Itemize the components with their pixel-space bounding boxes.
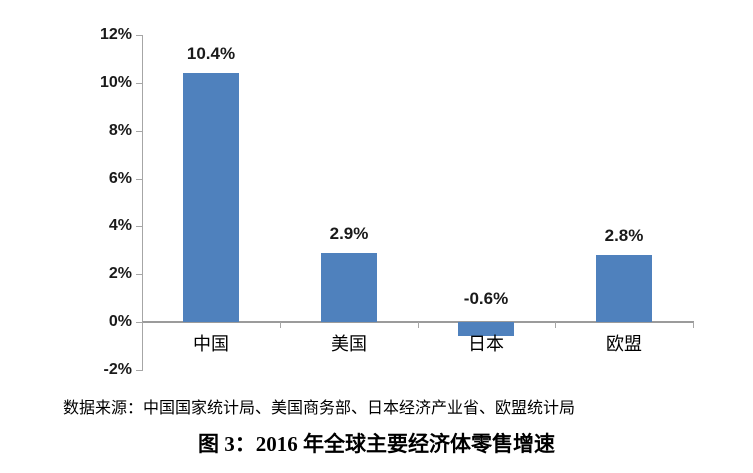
x-axis-tick bbox=[555, 322, 556, 328]
bar-value-label: -0.6% bbox=[463, 289, 509, 308]
y-axis-tick bbox=[136, 131, 142, 132]
x-axis-tick bbox=[280, 322, 281, 328]
y-axis-tick bbox=[136, 322, 142, 323]
x-axis-tick bbox=[693, 322, 694, 328]
y-axis-tick-label: 8% bbox=[108, 122, 132, 139]
bar-欧盟 bbox=[596, 255, 652, 322]
y-axis-tick-label: 10% bbox=[99, 74, 132, 91]
y-axis-tick-label: 2% bbox=[108, 265, 132, 282]
y-axis-tick bbox=[136, 35, 142, 36]
y-axis-tick bbox=[136, 179, 142, 180]
y-axis-tick bbox=[136, 370, 142, 371]
x-axis-tick bbox=[142, 322, 143, 328]
y-axis-tick-label: 6% bbox=[108, 170, 132, 187]
bar-value-label: 2.9% bbox=[329, 224, 369, 243]
data-source-note: 数据来源：中国国家统计局、美国商务部、日本经济产业省、欧盟统计局 bbox=[63, 400, 576, 417]
y-axis-tick bbox=[136, 274, 142, 275]
bar-value-label: 10.4% bbox=[186, 44, 236, 63]
y-axis-line bbox=[142, 35, 143, 371]
y-axis-tick bbox=[136, 226, 142, 227]
bar-美国 bbox=[321, 253, 377, 322]
category-label-日本: 日本 bbox=[468, 334, 504, 354]
bar-chart: 12% 10% 8% 6% 4% 2% 0% -2% 10.4% 2.9% -0.6% 2.8% 中… bbox=[99, 26, 694, 378]
y-axis-tick-label: -2% bbox=[103, 361, 132, 378]
y-axis-tick bbox=[136, 83, 142, 84]
y-axis-tick-label: 4% bbox=[108, 217, 132, 234]
bar-日本 bbox=[458, 322, 514, 336]
category-label-欧盟: 欧盟 bbox=[606, 334, 642, 354]
bar-value-label: 2.8% bbox=[604, 226, 644, 245]
figure-title: 图 3：2016 年全球主要经济体零售增速 bbox=[198, 432, 555, 456]
category-label-中国: 中国 bbox=[193, 334, 229, 354]
y-axis-tick-label: 12% bbox=[99, 26, 132, 43]
bar-中国 bbox=[183, 73, 239, 322]
category-label-美国: 美国 bbox=[331, 334, 367, 354]
x-axis-tick bbox=[418, 322, 419, 328]
y-axis-tick-label: 0% bbox=[108, 313, 132, 330]
